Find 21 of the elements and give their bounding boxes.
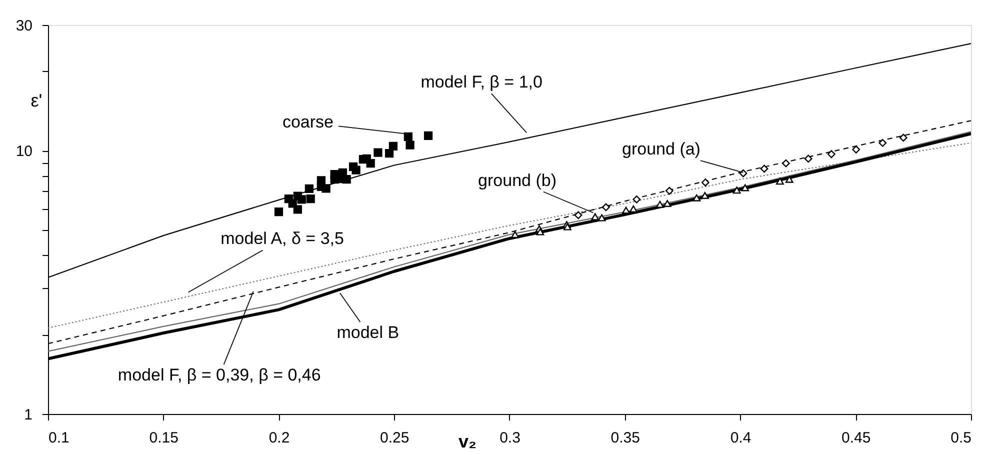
y-tick-label: 10	[16, 143, 32, 160]
annotation: model B	[336, 323, 400, 342]
annotation: ground (a)	[622, 140, 700, 159]
y-axis-title: ε'	[30, 90, 42, 110]
x-tick-label: 0.2	[268, 430, 290, 446]
x-tick-label: 0.15	[149, 430, 178, 446]
annotation: model A, δ = 3,5	[220, 229, 344, 248]
x-axis-title: v₂	[458, 432, 477, 452]
y-tick-label: 30	[16, 18, 32, 34]
annotation: ground (b)	[478, 170, 556, 190]
x-tick-label: 0.35	[610, 430, 640, 446]
x-tick-label: 0.4	[730, 430, 752, 446]
x-tick-label: 0.3	[500, 430, 520, 446]
x-tick-label: 0.25	[380, 430, 410, 446]
annotation: model F, β = 1,0	[420, 72, 542, 92]
x-tick-label: 0.45	[842, 430, 871, 446]
annotation: model F, β = 0,39, β = 0,46	[118, 365, 321, 384]
annotation: coarse	[282, 112, 334, 132]
x-tick-label: 0.1	[48, 430, 70, 446]
x-tick-label: 0.5	[950, 430, 972, 446]
y-tick-label: 1	[24, 406, 32, 424]
